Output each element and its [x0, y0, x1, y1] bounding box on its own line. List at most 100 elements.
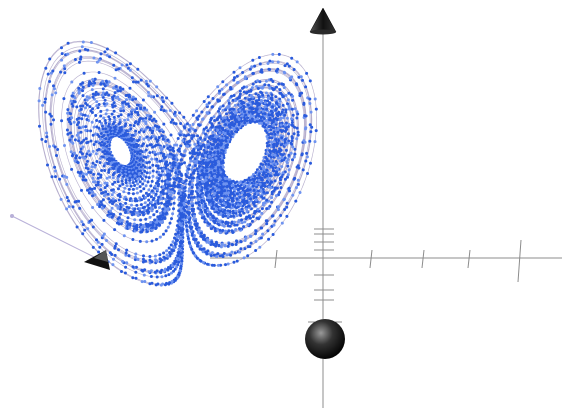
data-point [199, 231, 203, 235]
data-point [213, 139, 217, 143]
data-point [199, 208, 203, 212]
data-point [199, 157, 203, 161]
data-point [75, 105, 79, 109]
data-point [134, 80, 138, 84]
data-point [243, 247, 247, 251]
data-point [94, 90, 98, 94]
data-point [196, 134, 199, 138]
data-point [285, 161, 289, 165]
data-point [159, 108, 163, 112]
data-point [271, 105, 274, 109]
data-point [154, 205, 157, 209]
data-point [111, 176, 115, 180]
data-point [107, 122, 111, 126]
data-point [94, 152, 98, 156]
data-point [264, 79, 268, 83]
data-point [187, 182, 191, 186]
data-point [283, 138, 287, 142]
data-point [192, 237, 196, 241]
data-point [96, 180, 100, 184]
data-point [97, 103, 101, 106]
data-point [257, 110, 261, 114]
data-point [266, 159, 269, 163]
data-point [215, 204, 218, 208]
data-point [87, 84, 91, 88]
data-point [220, 174, 224, 178]
data-point [213, 163, 217, 167]
data-point [73, 138, 77, 142]
data-point [204, 204, 208, 208]
data-point [304, 159, 308, 163]
data-point [124, 251, 128, 255]
data-point [168, 202, 171, 206]
data-point [122, 190, 126, 194]
data-point [244, 113, 248, 117]
data-point [124, 181, 128, 185]
data-point [276, 142, 279, 146]
data-point [211, 97, 215, 100]
data-point [115, 203, 119, 207]
data-point [163, 202, 166, 206]
data-point [127, 191, 131, 195]
data-point [241, 71, 245, 74]
data-point [216, 168, 220, 172]
data-point [60, 46, 63, 50]
data-point [205, 181, 208, 185]
data-point [286, 173, 290, 177]
data-point [145, 171, 149, 175]
data-point [160, 134, 164, 138]
data-point [237, 181, 241, 185]
data-point [179, 203, 183, 207]
data-point [274, 160, 278, 163]
data-point [49, 122, 53, 126]
data-point [114, 68, 118, 72]
data-point [145, 230, 149, 233]
data-point [120, 270, 123, 273]
data-point [227, 242, 231, 246]
data-point [225, 83, 229, 87]
data-point [274, 69, 278, 73]
data-point [232, 260, 236, 264]
data-point [98, 120, 102, 123]
data-point [168, 221, 172, 225]
data-point [134, 270, 138, 274]
data-point [293, 107, 297, 111]
data-point [127, 93, 131, 97]
data-point [71, 141, 75, 145]
data-point [230, 180, 233, 184]
data-point [275, 85, 278, 89]
data-point [102, 218, 106, 222]
data-point [139, 78, 143, 82]
data-point [289, 151, 293, 155]
data-point [283, 170, 287, 174]
data-point [135, 199, 139, 203]
data-point [180, 224, 184, 228]
data-point [172, 157, 176, 161]
data-point [87, 149, 91, 153]
data-point [212, 219, 216, 223]
data-point [238, 250, 242, 254]
data-point [169, 155, 173, 159]
data-point [196, 192, 200, 196]
data-point [250, 86, 254, 90]
data-point [274, 137, 278, 141]
data-point [147, 193, 151, 196]
data-point [114, 242, 118, 246]
data-point [147, 138, 151, 141]
data-point [101, 146, 105, 150]
data-point [277, 105, 281, 109]
data-point [44, 140, 48, 143]
data-point [141, 228, 145, 232]
data-point [269, 171, 273, 175]
data-point [271, 233, 275, 236]
data-point [234, 184, 238, 188]
data-point [141, 167, 145, 171]
data-point [165, 192, 169, 196]
data-point [128, 226, 131, 229]
data-point [223, 132, 227, 136]
data-point [38, 87, 42, 90]
data-point [169, 197, 173, 201]
data-point [177, 164, 181, 168]
data-point [302, 139, 306, 143]
